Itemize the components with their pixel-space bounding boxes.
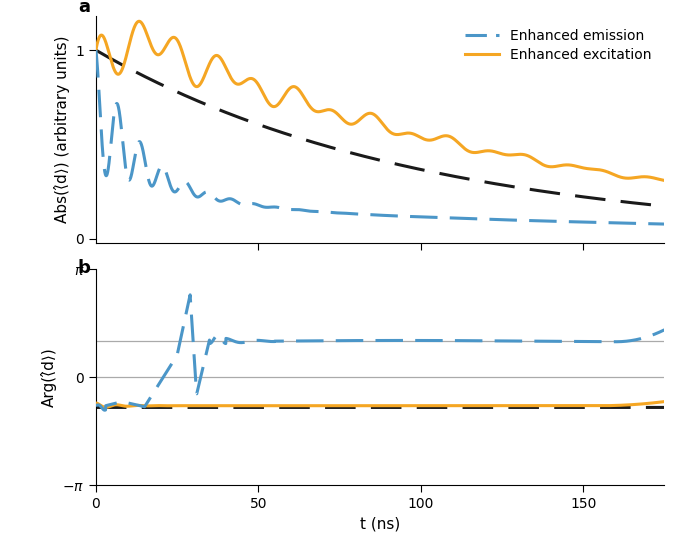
Text: b: b xyxy=(77,259,90,277)
Y-axis label: Arg(⟨̂d⟩): Arg(⟨̂d⟩) xyxy=(40,347,56,407)
Text: a: a xyxy=(78,0,90,16)
Y-axis label: Abs(⟨̂d⟩) (arbitrary units): Abs(⟨̂d⟩) (arbitrary units) xyxy=(53,36,70,223)
X-axis label: t (ns): t (ns) xyxy=(360,516,400,531)
Legend: Enhanced emission, Enhanced excitation: Enhanced emission, Enhanced excitation xyxy=(459,23,658,68)
